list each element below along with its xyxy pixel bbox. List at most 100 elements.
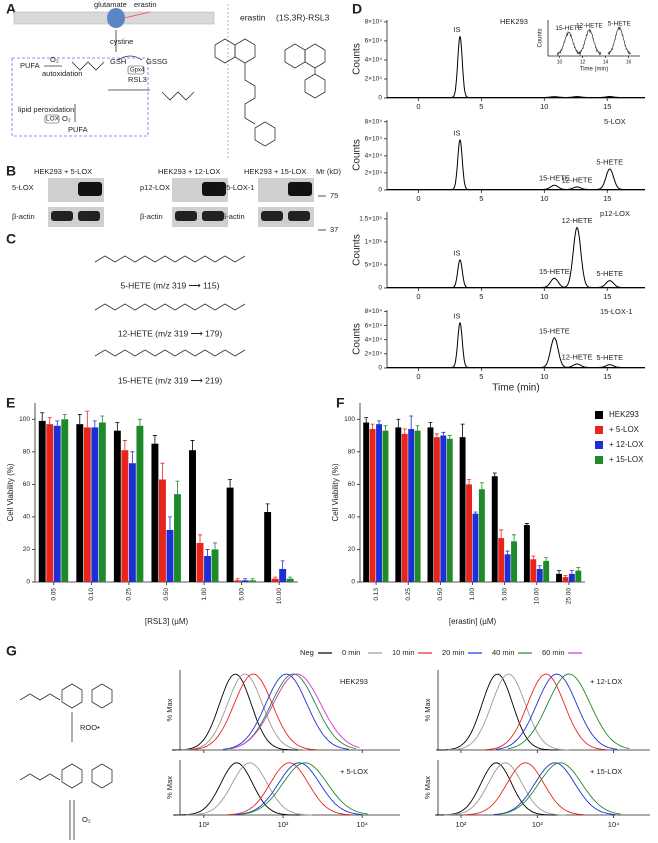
bar: [76, 424, 84, 582]
peak-label: 5-HETE: [596, 157, 623, 166]
x-tick-label: 0.10: [88, 588, 95, 601]
band: [288, 211, 310, 221]
caption: 5-HETE (m/z 319 ⟶ 115): [121, 280, 220, 290]
error-bar: [396, 418, 401, 428]
mw-marker: 37: [330, 225, 338, 234]
x-tick-label: 10²: [456, 820, 467, 829]
histogram-curve: [444, 762, 566, 816]
chart-title: 5-LOX: [604, 117, 626, 126]
band: [202, 182, 226, 196]
y-tick-label: 60: [348, 481, 356, 488]
x-tick-label: 15: [603, 372, 611, 381]
bar: [271, 578, 279, 582]
band: [202, 211, 224, 221]
arrow: [117, 55, 143, 61]
bar: [151, 443, 159, 582]
y-tick-label: 40: [348, 514, 356, 521]
band: [261, 211, 283, 221]
caption: 15-HETE (m/z 319 ⟶ 219): [118, 375, 222, 385]
error-bar: [213, 542, 218, 550]
x-axis-label: [erastin] (µM): [449, 617, 497, 626]
mw-marker: 75: [330, 191, 338, 200]
panel-label: F: [336, 395, 345, 411]
x-tick-label: 1.00: [201, 588, 208, 601]
chart-title: + 12-LOX: [590, 677, 622, 686]
bar: [46, 424, 54, 582]
y-axis-label: % Max: [423, 698, 432, 721]
x-tick-label: 0.25: [405, 588, 412, 601]
structure: [244, 63, 256, 125]
error-bar: [576, 566, 581, 571]
y-tick-label: 2×10⁴: [365, 170, 383, 177]
peak: [539, 277, 570, 288]
error-bar: [122, 440, 127, 451]
legend: Neg 0 min 10 min 20 min 40 min 60 min: [300, 648, 582, 657]
x-tick-label: 10⁴: [608, 820, 620, 829]
x-tick-label: 10⁴: [356, 820, 368, 829]
y-axis-label: % Max: [165, 776, 174, 799]
error-bar: [288, 576, 293, 579]
x-tick-label: 10: [557, 59, 563, 65]
inset-y-label: Counts: [538, 28, 544, 47]
bar: [446, 438, 453, 582]
bar: [98, 422, 106, 582]
row-label: 5-LOX: [12, 183, 34, 192]
caption: 12-HETE (m/z 319 ⟶ 179): [118, 328, 222, 338]
error-bar: [250, 578, 255, 581]
y-tick-label: 1.5×10⁵: [359, 216, 382, 223]
peak-label: 12-HETE: [562, 216, 593, 225]
bar: [61, 419, 69, 582]
peak-label: 15-HETE: [539, 267, 570, 276]
y-tick-label: 4×10⁴: [365, 57, 383, 64]
panel-c: 5-HETE (m/z 319 ⟶ 115) 12-HETE (m/z 319 …: [94, 255, 246, 385]
panel-a: glutamate erastin cystine GSH GSSG Gpx4 …: [11, 0, 330, 160]
y-axis-label: Counts: [352, 323, 363, 355]
bar: [241, 580, 249, 582]
band: [288, 182, 312, 196]
error-bar: [175, 480, 180, 495]
x-axis-label: Time (min): [492, 383, 539, 394]
error-bar: [505, 550, 510, 555]
peak: [561, 363, 593, 368]
row-label: 15-LOX-1: [222, 183, 255, 192]
label: autoxidation: [42, 69, 82, 78]
structure: [61, 763, 83, 789]
bar: [472, 513, 479, 582]
x-tick-label: 0: [416, 292, 420, 301]
x-tick-label: 0: [416, 194, 420, 203]
structure: [61, 683, 83, 709]
bar: [543, 560, 550, 582]
structure: [19, 693, 61, 701]
bar: [562, 577, 569, 582]
peak-label: 5-HETE: [596, 353, 623, 362]
legend-swatch: [595, 411, 603, 419]
chart-title: + 15-LOX: [590, 767, 622, 776]
x-tick-label: 10: [540, 372, 548, 381]
error-bar: [100, 415, 105, 423]
band: [175, 211, 197, 221]
x-tick-label: 14: [603, 59, 609, 65]
y-tick-label: 8×10⁴: [365, 308, 383, 315]
histogram-curve: [484, 673, 607, 751]
panel-label: A: [6, 1, 16, 17]
error-bar: [205, 549, 210, 556]
y-axis-label: Cell Viability (%): [6, 463, 15, 521]
peak: [539, 337, 570, 368]
bar: [83, 427, 91, 582]
y-tick-label: 0: [351, 579, 355, 586]
bar: [523, 525, 530, 582]
error-bar: [243, 578, 248, 581]
lipid-structure: [71, 61, 105, 71]
bar: [395, 427, 402, 582]
bar: [136, 425, 144, 582]
histogram-curve: [173, 762, 300, 816]
error-bar: [383, 425, 388, 431]
label: GSH: [110, 57, 126, 66]
y-axis-label: Counts: [352, 43, 363, 75]
x-tick-label: 5.00: [238, 588, 245, 601]
y-tick-label: 40: [23, 514, 31, 521]
peak-label: 5-HETE: [596, 269, 623, 278]
label: ROO•: [80, 723, 100, 732]
y-tick-label: 100: [344, 416, 355, 423]
y-tick-label: 8×10⁴: [365, 118, 383, 125]
